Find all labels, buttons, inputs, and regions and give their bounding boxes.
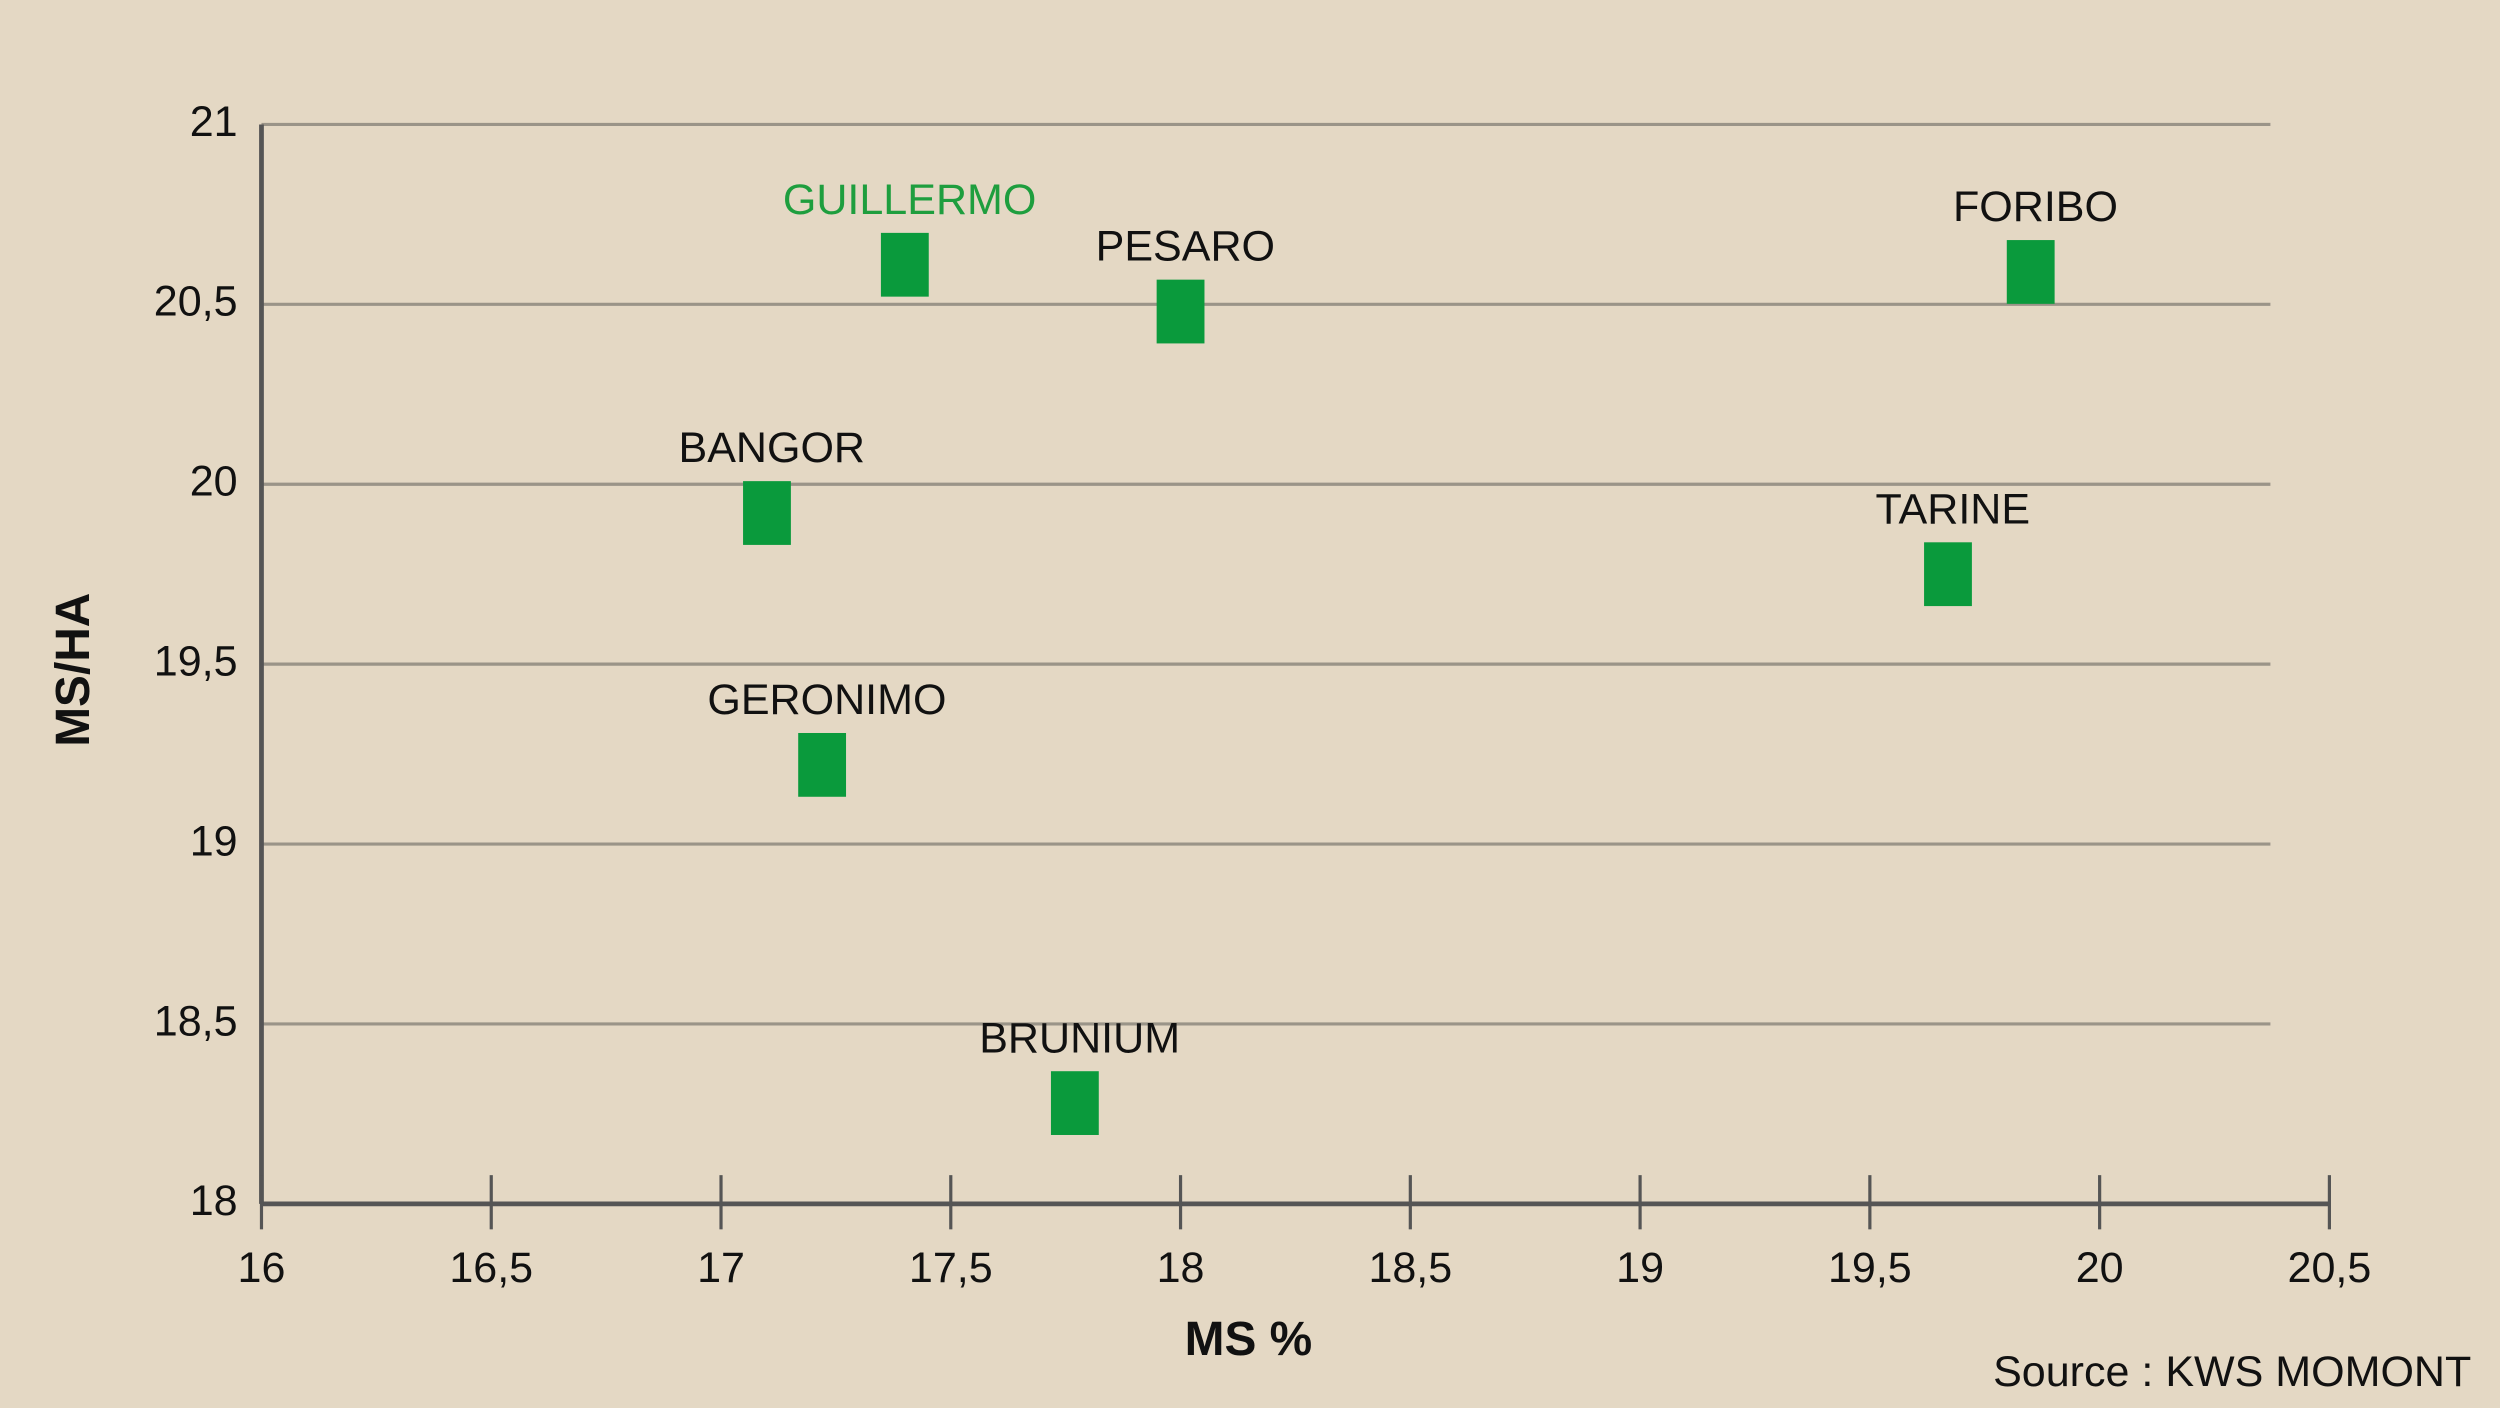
x-tick-label: 16,5 <box>449 1244 533 1292</box>
x-tick-label: 20,5 <box>2288 1244 2372 1292</box>
x-tick-label: 20 <box>2076 1244 2124 1292</box>
y-tick-label: 18,5 <box>154 997 238 1045</box>
y-axis-title: MS/HA <box>47 593 100 747</box>
point-label: GUILLERMO <box>783 176 1036 224</box>
x-tick-label: 19 <box>1616 1244 1664 1292</box>
y-tick-label: 19,5 <box>154 638 238 686</box>
point-label: BANGOR <box>679 424 866 472</box>
x-axis-title: MS % <box>1185 1313 1313 1366</box>
x-tick-label: 17 <box>697 1244 745 1292</box>
y-tick-label: 18 <box>190 1177 238 1225</box>
point <box>1924 542 1972 607</box>
y-tick-label: 21 <box>190 98 238 146</box>
point <box>1156 279 1205 344</box>
point-label: PESARO <box>1096 223 1275 271</box>
x-tick-label: 17,5 <box>909 1244 993 1292</box>
x-tick-label: 18 <box>1157 1244 1205 1292</box>
point <box>880 232 929 297</box>
x-tick-label: 18,5 <box>1368 1244 1452 1292</box>
point <box>1050 1071 1099 1135</box>
y-tick-label: 20 <box>190 458 238 506</box>
point-label: TARINE <box>1875 485 2030 533</box>
x-tick-label: 19,5 <box>1828 1244 1912 1292</box>
source: Source : KWS MOMONT <box>1993 1348 2471 1396</box>
point-label: FORIBO <box>1953 183 2118 231</box>
point <box>743 481 791 545</box>
point <box>2006 240 2055 304</box>
x-tick-label: 16 <box>238 1244 286 1292</box>
y-tick-label: 20,5 <box>154 278 238 326</box>
point-label: GERONIMO <box>707 676 946 724</box>
point-label: BRUNIUM <box>979 1014 1180 1062</box>
y-tick-label: 19 <box>190 817 238 865</box>
point <box>798 732 847 797</box>
